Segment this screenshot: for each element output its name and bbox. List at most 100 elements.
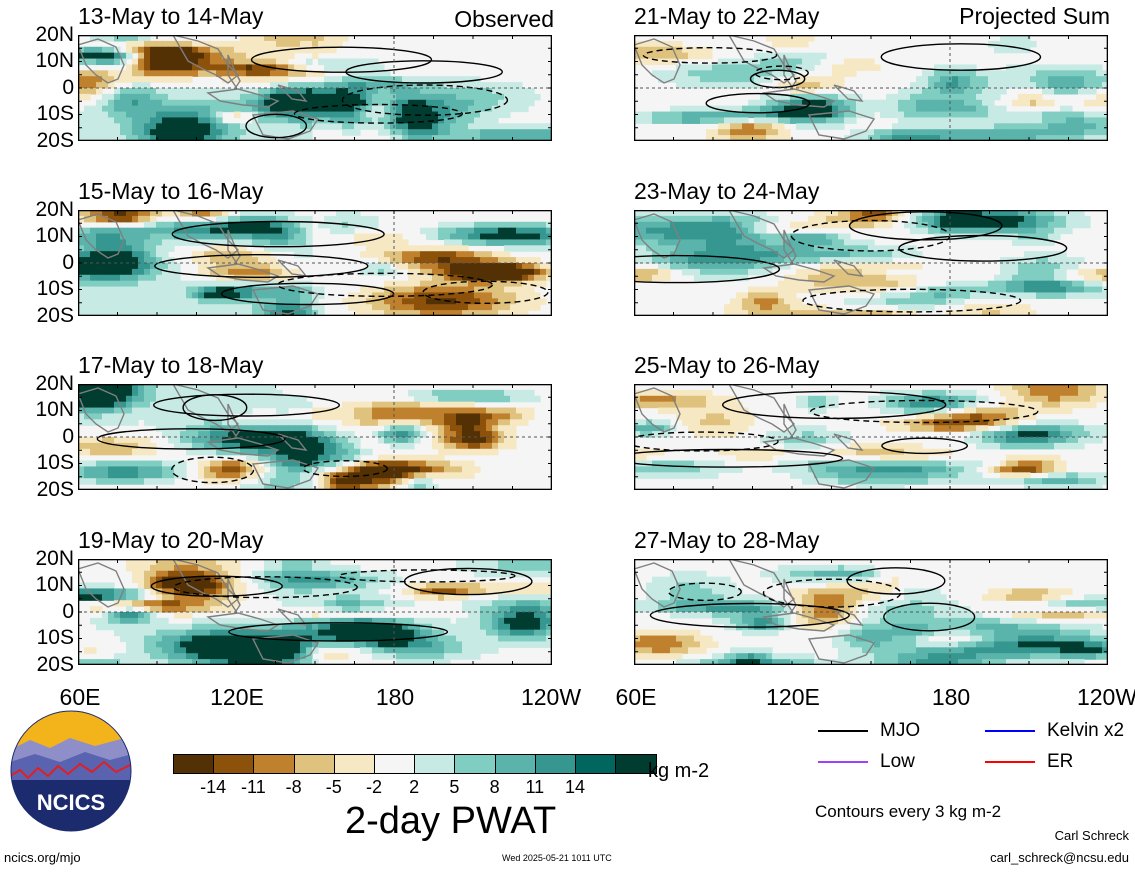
pwat-cell [282, 419, 289, 426]
pwat-cell [150, 129, 157, 136]
pwat-cell [336, 635, 343, 643]
pwat-cell [324, 454, 331, 462]
pwat-cell [120, 472, 127, 479]
pwat-cell [240, 472, 247, 479]
pwat-cell [270, 257, 277, 264]
pwat-cell [192, 105, 199, 113]
pwat-cell [276, 292, 283, 299]
pwat-cell [198, 635, 205, 643]
pwat-cell [150, 384, 157, 391]
pwat-cell [246, 448, 253, 456]
pwat-cell [486, 431, 493, 438]
pwat-cell [384, 105, 391, 113]
pwat-cell [790, 52, 797, 60]
pwat-cell [444, 466, 451, 473]
pwat-cell [276, 70, 283, 77]
pwat-cell [354, 635, 361, 643]
pwat-cell [360, 478, 367, 485]
pwat-cell [1102, 82, 1108, 89]
pwat-cell [156, 600, 163, 607]
pwat-cell [240, 286, 247, 294]
pwat-cell [102, 35, 109, 42]
pwat-cell [192, 88, 199, 95]
pwat-cell [162, 659, 169, 665]
pwat-cell [432, 93, 439, 101]
pwat-cell [216, 407, 223, 415]
pwat-cell [354, 407, 361, 415]
pwat-cell [766, 52, 773, 60]
pwat-cell [132, 298, 139, 305]
pwat-cell [390, 419, 397, 426]
pwat-cell [270, 653, 277, 660]
pwat-cell [354, 454, 361, 462]
pwat-cell [456, 310, 463, 316]
pwat-cell [504, 594, 511, 601]
pwat-cell [492, 310, 499, 316]
pwat-cell [312, 292, 319, 299]
pwat-cell [132, 263, 139, 270]
pwat-cell [504, 559, 511, 566]
pwat-cell [264, 478, 271, 485]
pwat-cell [168, 210, 175, 217]
pwat-cell [276, 623, 283, 631]
pwat-cell [438, 117, 445, 124]
pwat-cell [1096, 111, 1103, 119]
pwat-cell [522, 617, 529, 625]
pwat-cell [270, 582, 277, 590]
pwat-cell [264, 135, 271, 141]
pwat-cell [420, 635, 427, 643]
pwat-cell [772, 40, 779, 48]
pwat-cell [114, 478, 121, 485]
pwat-cell [90, 263, 97, 270]
pwat-cell [120, 659, 127, 665]
pwat-cell [204, 576, 211, 584]
mjo-contours [154, 220, 549, 306]
pwat-cell [234, 617, 241, 625]
pwat-cell [294, 472, 301, 479]
pwat-cell [1042, 99, 1049, 107]
pwat-cell [682, 70, 689, 77]
pwat-cell [102, 52, 109, 60]
pwat-cell [510, 221, 517, 229]
pwat-cell [868, 64, 875, 71]
pwat-cell [228, 221, 235, 229]
pwat-cell [246, 99, 253, 107]
pwat-cell [204, 623, 211, 631]
pwat-cell [168, 280, 175, 288]
pwat-cell [210, 384, 217, 391]
pwat-cell [940, 70, 947, 77]
pwat-cell [246, 221, 253, 229]
pwat-cell [150, 588, 157, 595]
pwat-cell [318, 559, 325, 566]
pwat-cell [108, 292, 115, 299]
pwat-cell [174, 659, 181, 665]
pwat-cell [402, 588, 409, 595]
pwat-cell [318, 635, 325, 643]
pwat-cell [192, 70, 199, 77]
pwat-cell [946, 111, 953, 119]
pwat-cell [270, 395, 277, 403]
pwat-cell [378, 413, 385, 420]
panel-title-p3: 19-May to 20-May [78, 527, 264, 553]
pwat-cell [438, 268, 445, 276]
pwat-cell [318, 466, 325, 473]
pwat-cell [204, 135, 211, 141]
pwat-cell [234, 268, 241, 276]
pwat-cell [186, 437, 193, 444]
pwat-cell [318, 407, 325, 415]
pwat-cell [294, 617, 301, 625]
pwat-cell [174, 286, 181, 294]
pwat-cell [204, 431, 211, 438]
pwat-cell [928, 105, 935, 113]
pwat-cell [318, 111, 325, 119]
pwat-cell [348, 588, 355, 595]
pwat-cell [330, 606, 337, 613]
pwat-cell [760, 129, 767, 136]
pwat-cell [426, 245, 433, 252]
pwat-cell [96, 82, 103, 89]
pwat-cell [390, 600, 397, 607]
pwat-cell [120, 257, 127, 264]
pwat-cell [210, 466, 217, 473]
pwat-cell [372, 600, 379, 607]
pwat-cell [300, 395, 307, 403]
